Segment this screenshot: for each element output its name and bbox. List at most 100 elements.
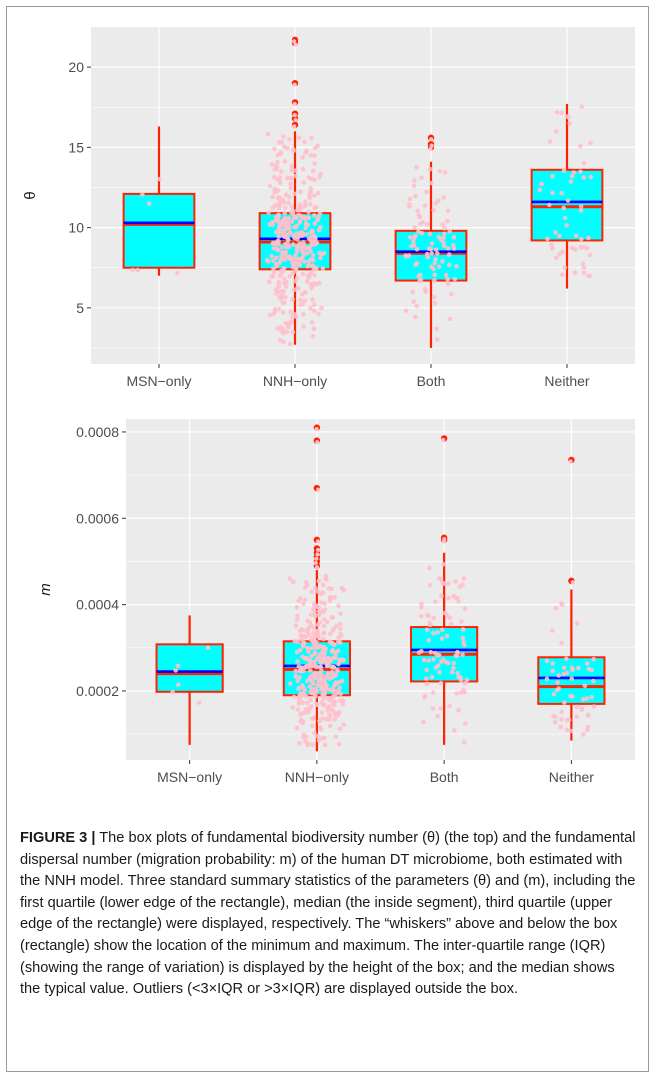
jitter-point <box>334 623 339 629</box>
jitter-point <box>312 650 318 655</box>
jitter-point <box>301 324 306 329</box>
jitter-point <box>591 656 596 662</box>
jitter-point <box>311 630 316 636</box>
jitter-point <box>275 241 281 247</box>
jitter-point <box>308 271 314 276</box>
jitter-point <box>564 670 570 676</box>
jitter-point <box>328 640 334 645</box>
jitter-point <box>170 689 175 695</box>
jitter-point <box>271 175 277 180</box>
jitter-point <box>427 582 433 588</box>
jitter-point <box>311 606 316 612</box>
jitter-point <box>305 263 310 269</box>
x-tick-label: Both <box>430 769 459 785</box>
jitter-point <box>289 256 294 261</box>
jitter-point <box>313 560 318 566</box>
jitter-point <box>278 253 284 259</box>
jitter-point <box>318 255 323 261</box>
jitter-point <box>266 210 271 215</box>
jitter-point <box>309 589 314 594</box>
jitter-point <box>291 148 296 154</box>
jitter-point <box>337 685 343 690</box>
jitter-point <box>572 270 578 276</box>
jitter-point <box>317 620 323 625</box>
jitter-point <box>430 690 436 695</box>
jitter-point <box>322 607 328 613</box>
jitter-point <box>452 728 457 733</box>
jitter-point <box>318 600 324 606</box>
jitter-point <box>445 277 450 282</box>
jitter-point <box>296 701 302 706</box>
jitter-point <box>271 270 277 276</box>
jitter-point <box>283 284 289 289</box>
jitter-point <box>308 689 314 694</box>
jitter-point <box>338 691 344 696</box>
jitter-point <box>553 230 558 235</box>
jitter-point <box>300 292 305 297</box>
jitter-point <box>265 259 271 264</box>
jitter-point <box>301 259 307 264</box>
jitter-point <box>578 245 583 250</box>
y-tick-label: 20 <box>68 59 84 75</box>
jitter-point <box>286 194 292 200</box>
jitter-point <box>416 650 422 655</box>
jitter-point <box>315 702 320 708</box>
jitter-point <box>427 166 433 172</box>
jitter-point <box>294 604 300 610</box>
box-iqr <box>155 643 224 693</box>
x-tick-label: Neither <box>544 373 589 389</box>
jitter-point <box>559 190 565 196</box>
jitter-point <box>299 683 305 688</box>
jitter-point <box>332 642 337 648</box>
jitter-point <box>441 240 446 245</box>
jitter-point <box>305 741 311 746</box>
jitter-point <box>435 251 440 256</box>
jitter-point <box>571 170 577 175</box>
jitter-point <box>270 258 276 263</box>
jitter-point <box>295 639 301 644</box>
y-tick-label: 0.0002 <box>76 683 119 699</box>
jitter-point <box>550 174 555 179</box>
jitter-point <box>321 695 326 701</box>
jitter-point <box>446 595 451 601</box>
jitter-point <box>453 579 458 584</box>
jitter-point <box>296 135 302 141</box>
jitter-point <box>432 300 438 306</box>
jitter-point <box>585 712 591 718</box>
jitter-point <box>309 176 314 182</box>
jitter-point <box>297 204 303 209</box>
jitter-point <box>316 609 322 614</box>
jitter-point <box>461 639 466 645</box>
jitter-point <box>429 241 435 246</box>
jitter-point <box>336 603 341 609</box>
jitter-point <box>271 266 276 272</box>
jitter-point <box>274 255 279 261</box>
jitter-point <box>552 719 558 725</box>
jitter-point <box>290 705 296 710</box>
jitter-point <box>298 302 303 308</box>
jitter-point <box>578 169 583 174</box>
jitter-point <box>312 153 317 158</box>
jitter-point <box>301 240 306 245</box>
jitter-point <box>436 652 442 658</box>
jitter-point <box>331 693 337 699</box>
jitter-point <box>555 680 560 685</box>
jitter-point <box>301 166 306 172</box>
jitter-point <box>284 279 289 285</box>
jitter-point <box>295 678 301 684</box>
jitter-point <box>419 601 424 607</box>
jitter-point <box>462 681 468 686</box>
jitter-point <box>413 233 418 239</box>
jitter-point <box>205 645 211 651</box>
jitter-point <box>429 137 434 142</box>
jitter-point <box>586 235 591 241</box>
jitter-point <box>564 727 570 733</box>
jitter-point <box>306 259 311 264</box>
jitter-point <box>341 722 347 727</box>
m-box-plot: 0.0002 0.0004 0.0006 0.0008 m MSN−only NNH−onl… <box>37 419 635 785</box>
jitter-point <box>315 628 320 634</box>
jitter-point <box>549 628 555 633</box>
jitter-point <box>300 155 305 160</box>
jitter-point <box>290 314 295 319</box>
jitter-point <box>437 169 443 174</box>
